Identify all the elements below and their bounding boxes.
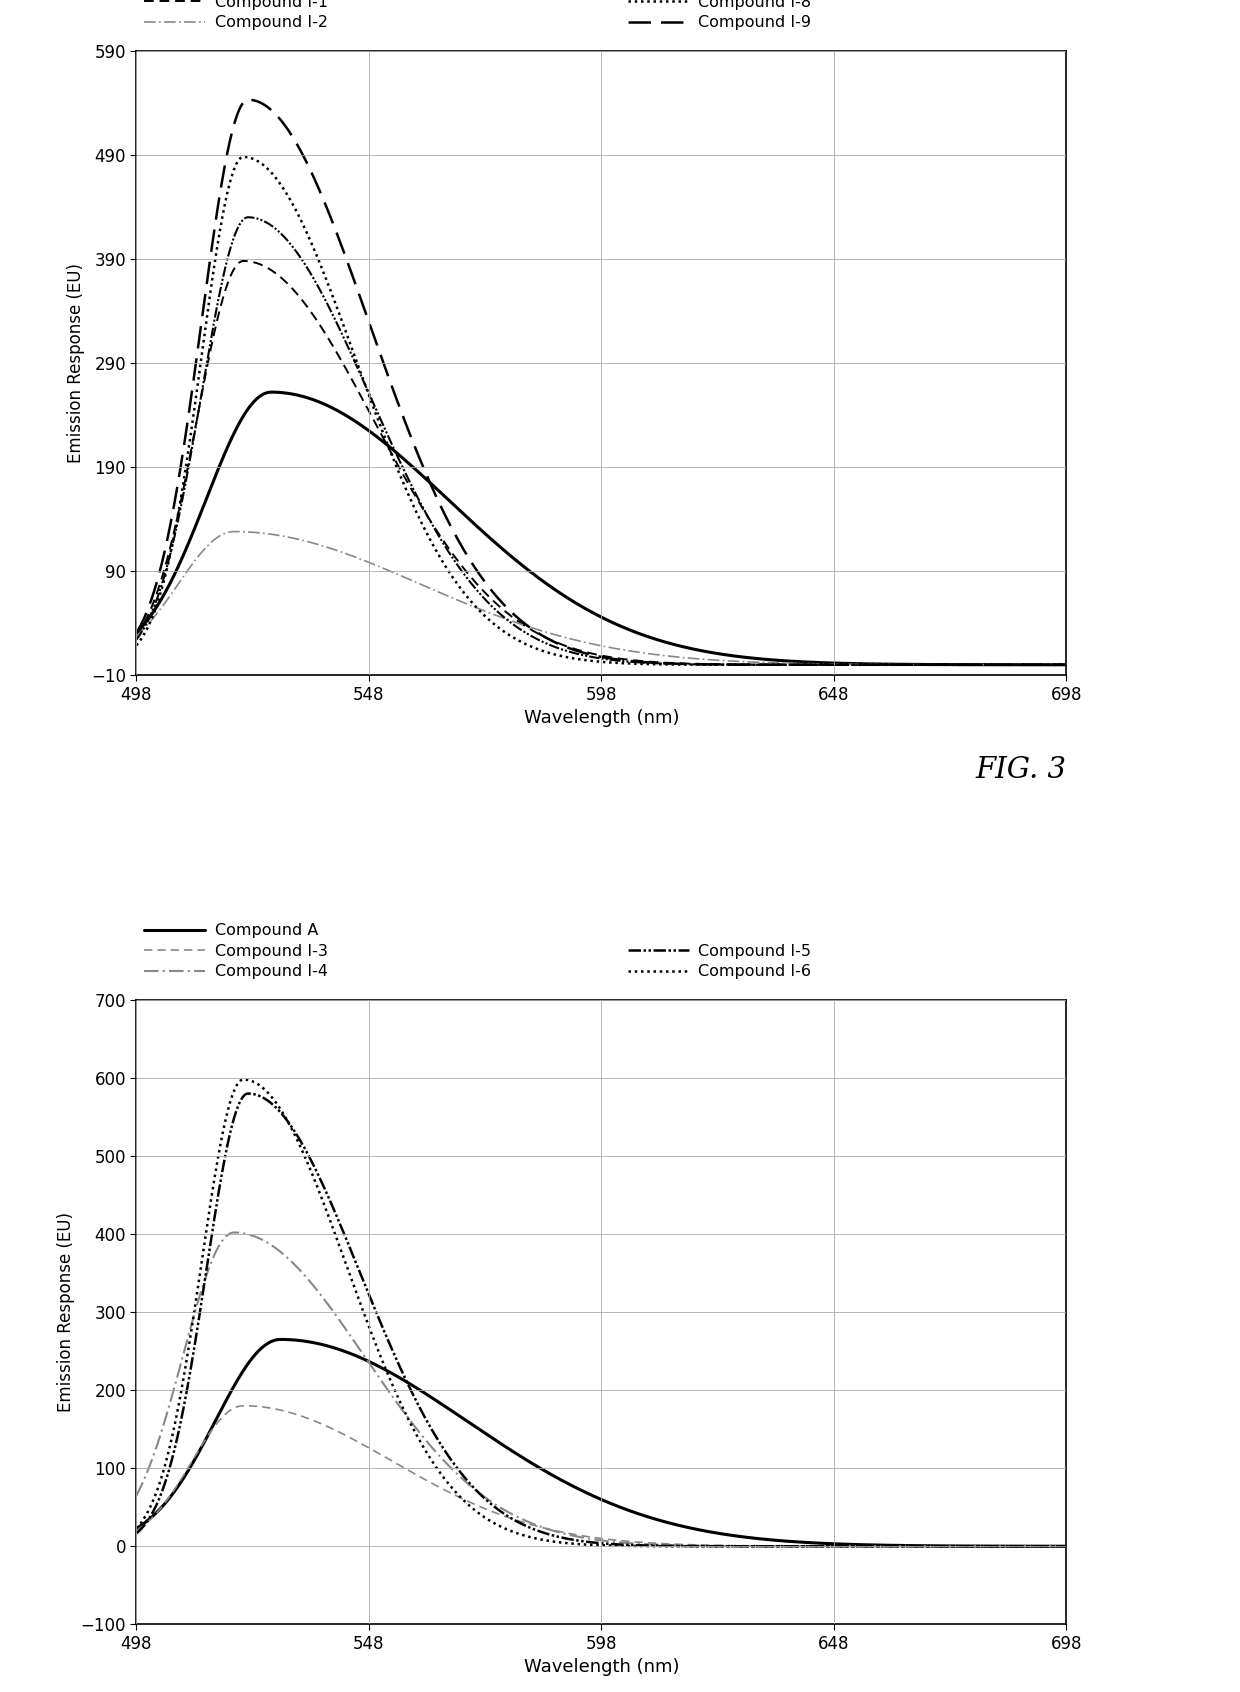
Y-axis label: Emission Response (EU): Emission Response (EU) [67,262,86,464]
Y-axis label: Emission Response (EU): Emission Response (EU) [57,1211,74,1413]
Legend: Compound I-5, Compound I-6: Compound I-5, Compound I-6 [627,944,811,980]
X-axis label: Wavelength (nm): Wavelength (nm) [523,1658,680,1677]
Legend: Compound I-7, Compound I-8, Compound I-9: Compound I-7, Compound I-8, Compound I-9 [627,0,811,30]
X-axis label: Wavelength (nm): Wavelength (nm) [523,709,680,728]
Text: FIG. 3: FIG. 3 [976,756,1066,785]
